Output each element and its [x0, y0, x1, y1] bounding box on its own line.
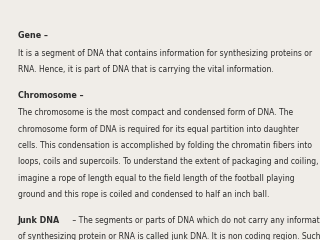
- Text: imagine a rope of length equal to the field length of the football playing: imagine a rope of length equal to the fi…: [18, 174, 294, 183]
- Text: loops, coils and supercoils. To understand the extent of packaging and coiling,: loops, coils and supercoils. To understa…: [18, 157, 318, 167]
- Text: chromosome form of DNA is required for its equal partition into daughter: chromosome form of DNA is required for i…: [18, 125, 299, 134]
- Text: cells. This condensation is accomplished by folding the chromatin fibers into: cells. This condensation is accomplished…: [18, 141, 312, 150]
- Text: Junk DNA: Junk DNA: [18, 216, 60, 225]
- Text: Chromosome –: Chromosome –: [18, 91, 83, 100]
- Text: – The segments or parts of DNA which do not carry any information: – The segments or parts of DNA which do …: [70, 216, 320, 225]
- Text: Gene –: Gene –: [18, 31, 47, 40]
- Text: It is a segment of DNA that contains information for synthesizing proteins or: It is a segment of DNA that contains inf…: [18, 49, 312, 58]
- Text: RNA. Hence, it is part of DNA that is carrying the vital information.: RNA. Hence, it is part of DNA that is ca…: [18, 65, 273, 74]
- Text: The chromosome is the most compact and condensed form of DNA. The: The chromosome is the most compact and c…: [18, 108, 293, 118]
- Text: ground and this rope is coiled and condensed to half an inch ball.: ground and this rope is coiled and conde…: [18, 190, 269, 199]
- Text: of synthesizing protein or RNA is called junk DNA. It is non coding region. Such: of synthesizing protein or RNA is called…: [18, 232, 320, 240]
